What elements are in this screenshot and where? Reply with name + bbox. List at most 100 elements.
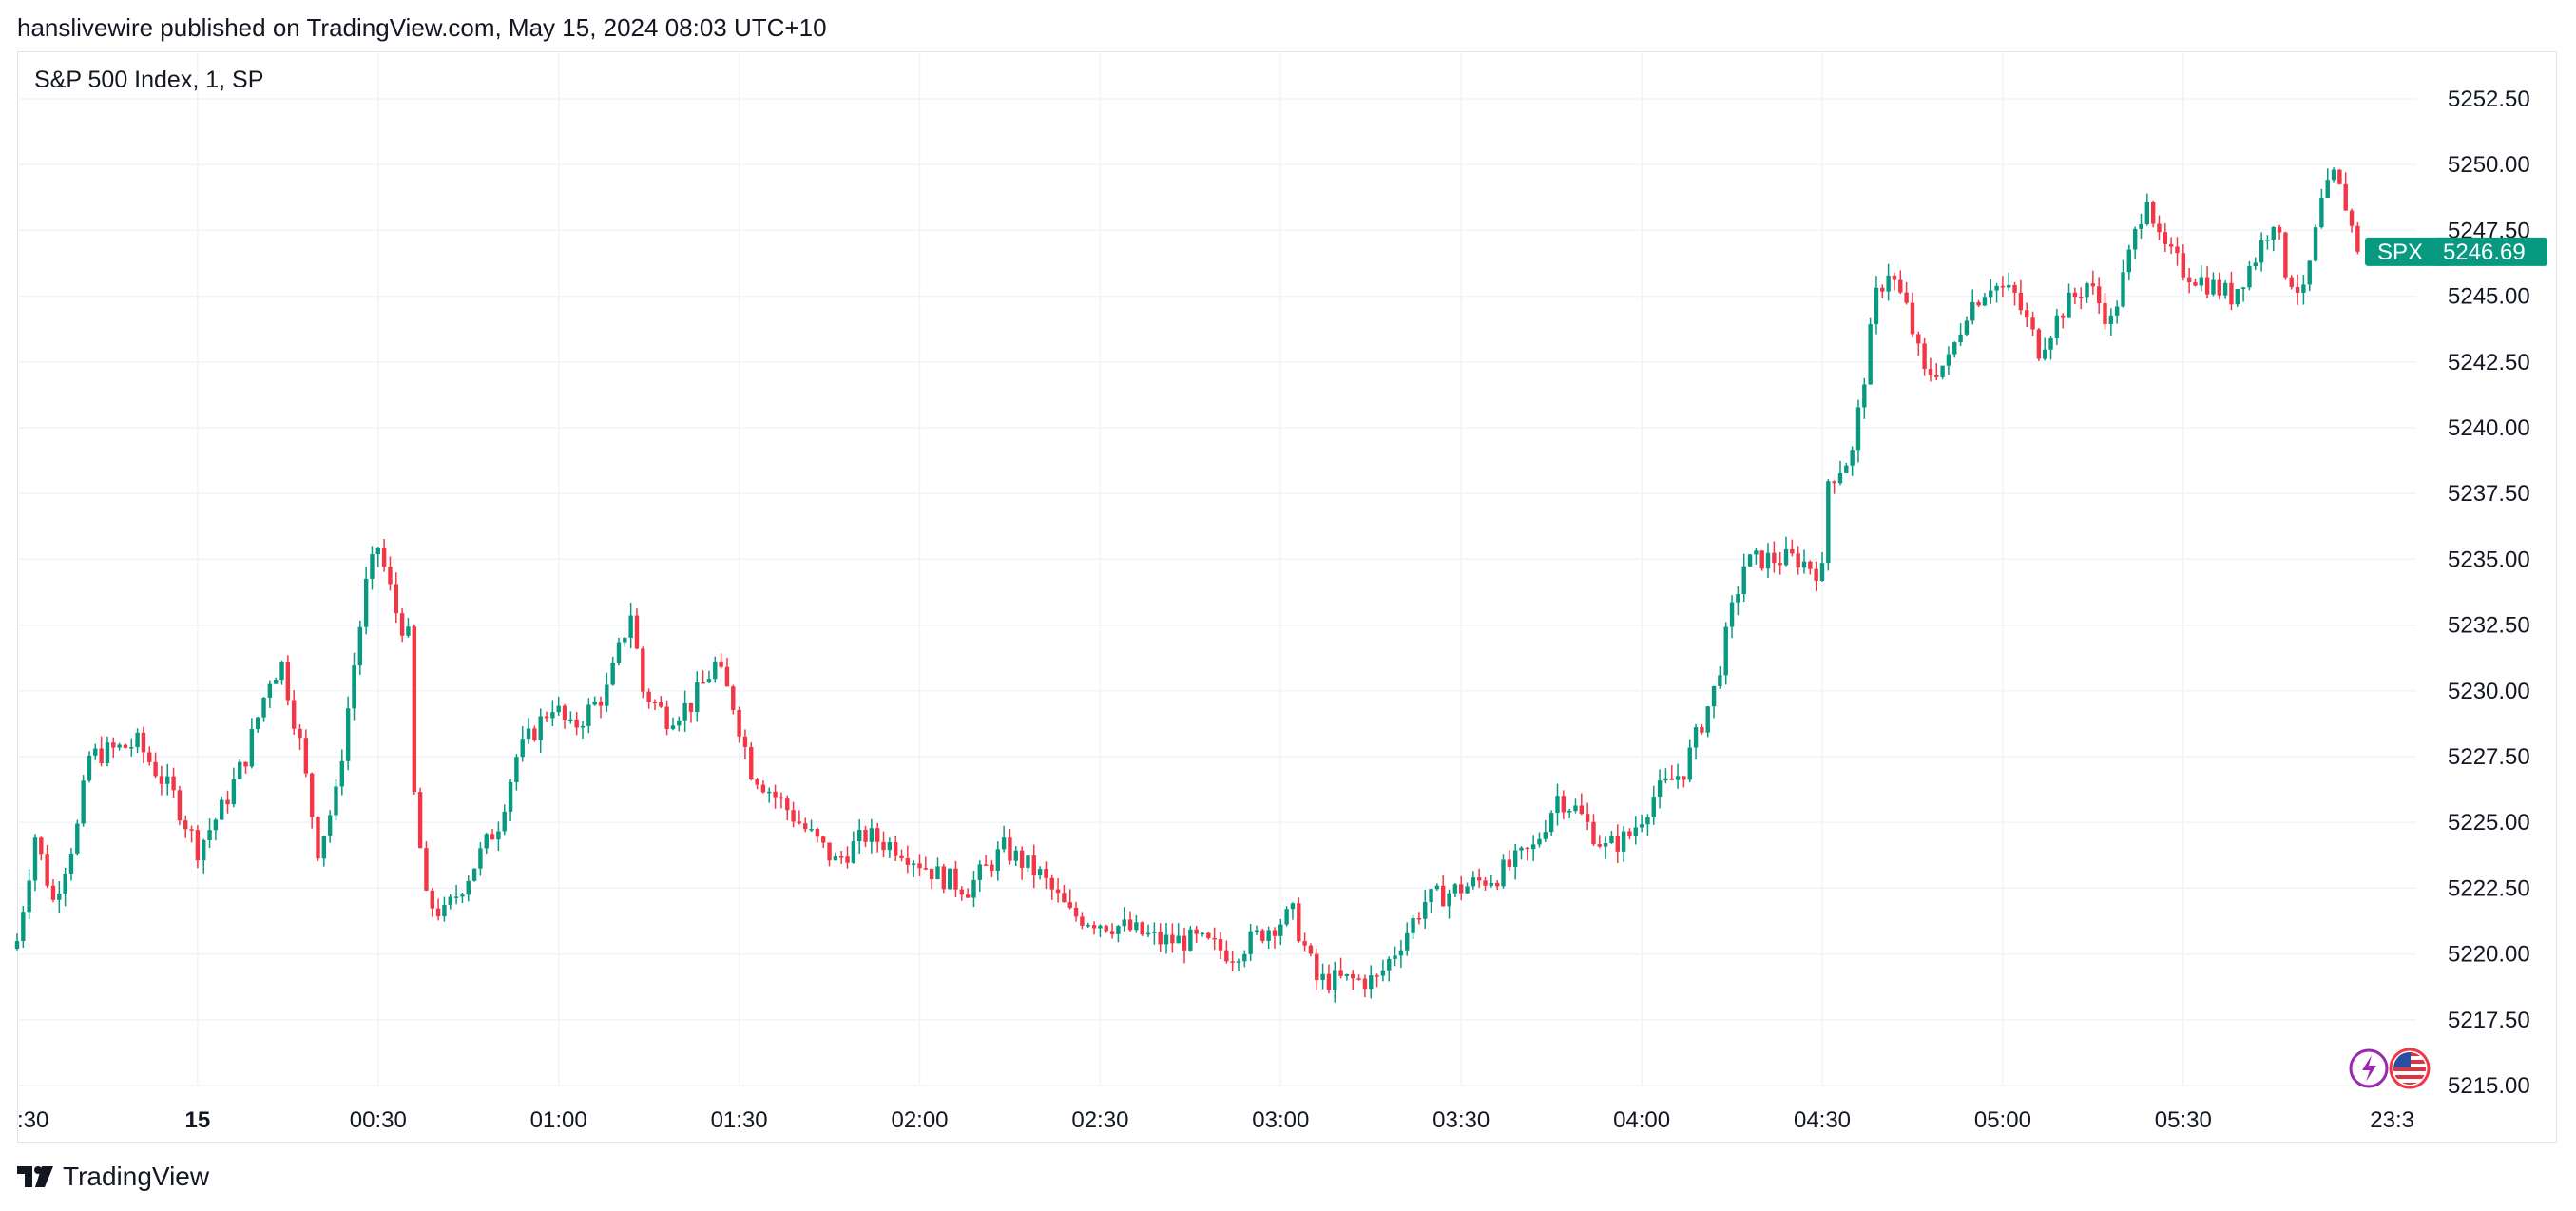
candle bbox=[1037, 866, 1043, 880]
candle bbox=[2163, 223, 2168, 252]
candle-body bbox=[2043, 349, 2047, 359]
candle-body bbox=[1819, 563, 1825, 581]
candle bbox=[610, 656, 615, 686]
candle bbox=[243, 761, 248, 774]
candle-body bbox=[1116, 926, 1121, 934]
candle-body bbox=[1272, 930, 1278, 936]
candle-body bbox=[1044, 869, 1048, 878]
candle-body bbox=[1898, 279, 1903, 293]
candle bbox=[273, 677, 279, 684]
candle-body bbox=[562, 705, 567, 720]
candle bbox=[682, 690, 687, 732]
candle-body bbox=[1958, 334, 1963, 343]
candle bbox=[339, 749, 345, 796]
candle bbox=[2096, 277, 2102, 314]
candle bbox=[1886, 263, 1891, 301]
candle-body bbox=[2012, 284, 2017, 293]
candle bbox=[1140, 921, 1144, 936]
candle bbox=[1736, 586, 1740, 616]
candle bbox=[755, 778, 759, 790]
candle-body bbox=[724, 666, 730, 687]
candle bbox=[27, 869, 31, 920]
candle-body bbox=[177, 790, 183, 821]
candle bbox=[177, 785, 183, 826]
candle bbox=[1892, 272, 1897, 291]
candle-body bbox=[923, 868, 929, 870]
candle bbox=[2295, 274, 2300, 306]
candle bbox=[1958, 323, 1963, 346]
candle-body bbox=[760, 784, 766, 793]
candle bbox=[1297, 897, 1301, 943]
candle bbox=[1597, 835, 1602, 849]
y-tick-label: 5232.50 bbox=[2448, 613, 2530, 639]
last-price-badge: SPX 5246.69 bbox=[2365, 237, 2547, 266]
candle-body bbox=[1808, 561, 1813, 569]
candle bbox=[616, 637, 622, 666]
candle-body bbox=[1700, 727, 1704, 733]
lightning-icon[interactable] bbox=[2349, 1048, 2389, 1088]
candle-body bbox=[641, 648, 645, 692]
candle bbox=[1693, 723, 1699, 760]
candle-body bbox=[117, 744, 122, 748]
candle bbox=[1952, 341, 1957, 358]
candle-body bbox=[941, 866, 947, 890]
candle-body bbox=[1423, 901, 1428, 919]
candle-body bbox=[2085, 283, 2089, 298]
candle bbox=[1013, 845, 1018, 866]
candle-body bbox=[1212, 937, 1217, 940]
candle-body bbox=[153, 761, 158, 777]
candle-body bbox=[1236, 961, 1241, 963]
candle bbox=[1627, 828, 1632, 840]
candle bbox=[1729, 595, 1735, 639]
candle-body bbox=[1194, 929, 1199, 934]
candle-body bbox=[2025, 310, 2029, 318]
candle-body bbox=[435, 908, 441, 917]
candle-body bbox=[664, 706, 669, 729]
candle bbox=[1158, 923, 1163, 952]
candle bbox=[2121, 260, 2125, 308]
symbol-legend: S&P 500 Index, 1, SP bbox=[34, 67, 264, 93]
candle bbox=[2036, 328, 2042, 362]
candle-body bbox=[183, 820, 188, 830]
us-flag-icon[interactable] bbox=[2389, 1048, 2431, 1089]
candle bbox=[1001, 825, 1007, 853]
candle-body bbox=[105, 742, 110, 764]
candle bbox=[1471, 871, 1476, 890]
candle bbox=[2349, 208, 2355, 233]
candle bbox=[1073, 901, 1079, 922]
candle bbox=[1621, 826, 1626, 862]
candle bbox=[183, 815, 188, 838]
candle bbox=[2150, 200, 2156, 228]
candle bbox=[863, 825, 868, 848]
candle bbox=[1651, 785, 1656, 825]
candle-body bbox=[2313, 227, 2318, 261]
candle bbox=[1326, 964, 1332, 994]
candle bbox=[1874, 276, 1879, 335]
candle bbox=[1494, 879, 1500, 891]
y-tick-label: 5240.00 bbox=[2448, 415, 2530, 441]
candle bbox=[2337, 168, 2342, 185]
candle bbox=[1964, 316, 1970, 336]
candle bbox=[947, 868, 952, 890]
candle bbox=[298, 724, 302, 751]
candle-body bbox=[1266, 930, 1271, 941]
candle-body bbox=[965, 894, 971, 898]
candle-body bbox=[1109, 931, 1115, 934]
candle bbox=[1483, 876, 1488, 891]
candle-body bbox=[2144, 202, 2150, 224]
candle bbox=[1548, 810, 1554, 836]
candle bbox=[1026, 855, 1030, 873]
candle bbox=[2313, 224, 2318, 262]
candle-body bbox=[327, 815, 333, 836]
candle bbox=[731, 684, 736, 715]
candle-body bbox=[1772, 552, 1777, 564]
candle bbox=[779, 792, 784, 809]
candle-body bbox=[1501, 859, 1506, 887]
candle-body bbox=[1754, 550, 1759, 555]
candle bbox=[1868, 317, 1873, 385]
candle-body bbox=[1597, 844, 1602, 847]
candle-body bbox=[1375, 975, 1379, 977]
candle-body bbox=[2108, 315, 2114, 324]
candle-body bbox=[1278, 924, 1283, 936]
